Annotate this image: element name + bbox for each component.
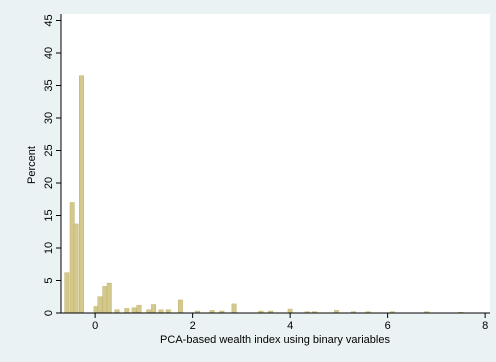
y-tick-label: 10 <box>43 242 55 254</box>
histogram-bar <box>106 282 112 314</box>
y-tick-label: 35 <box>43 79 55 91</box>
y-tick-label: 15 <box>43 209 55 221</box>
histogram-bar <box>124 308 130 314</box>
plot-area <box>61 14 490 313</box>
y-tick-label: 0 <box>43 310 55 316</box>
y-axis-label: Percent <box>26 146 38 184</box>
histogram-bar <box>73 223 79 314</box>
histogram-bar <box>177 299 183 314</box>
x-tick-label: 6 <box>385 320 391 332</box>
y-axis: 0 5 10 15 20 25 30 35 40 45 <box>43 14 62 316</box>
y-tick-label: 40 <box>43 47 55 59</box>
histogram-bar <box>231 303 237 314</box>
y-tick-label: 20 <box>43 177 55 189</box>
histogram-bar <box>287 308 293 314</box>
y-tick-label: 5 <box>43 277 55 283</box>
x-axis: 0 2 4 6 8 <box>61 312 490 332</box>
histogram-bar <box>79 75 84 314</box>
x-tick-label: 4 <box>287 320 293 332</box>
y-tick-label: 25 <box>43 144 55 156</box>
x-axis-label: PCA-based wealth index using binary vari… <box>160 334 390 346</box>
histogram-bar <box>97 296 103 314</box>
histogram-bar <box>136 304 142 314</box>
x-tick-label: 2 <box>190 320 196 332</box>
x-tick-label: 8 <box>482 320 488 332</box>
x-tick-label: 0 <box>92 320 98 332</box>
histogram-bar <box>64 272 70 314</box>
histogram-bar <box>151 304 157 314</box>
y-tick-label: 45 <box>43 14 55 26</box>
y-tick-label: 30 <box>43 112 55 124</box>
histogram-bar <box>131 307 137 314</box>
histogram-bar <box>102 286 108 314</box>
